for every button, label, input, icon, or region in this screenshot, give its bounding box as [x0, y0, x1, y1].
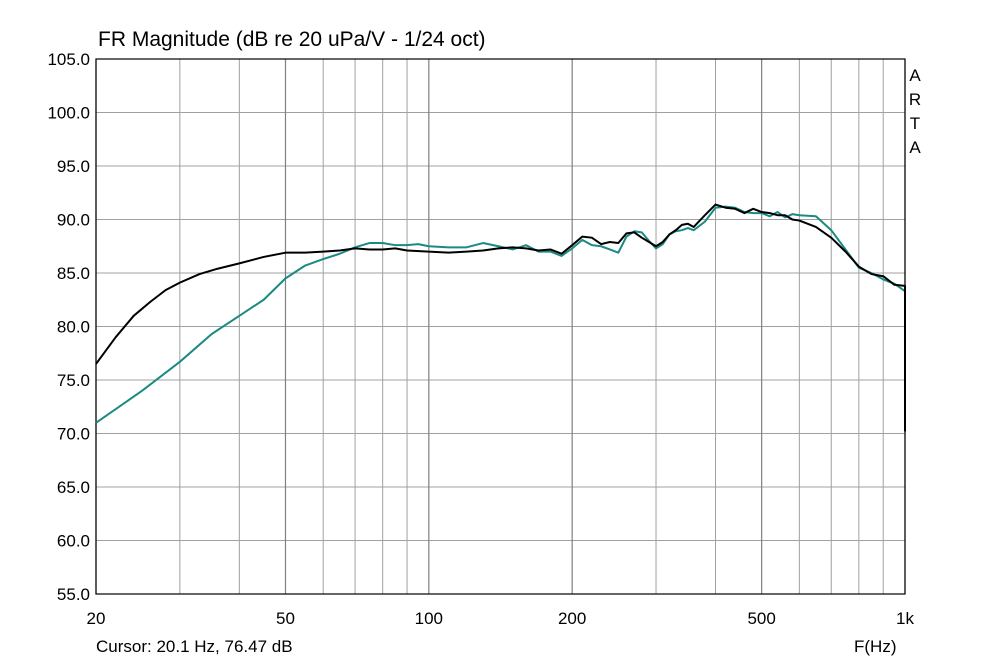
y-tick-label: 90.0 — [57, 211, 90, 230]
x-tick-label: 50 — [276, 609, 295, 628]
x-tick-label: 1k — [896, 609, 914, 628]
y-tick-label: 105.0 — [47, 50, 90, 69]
y-tick-label: 80.0 — [57, 318, 90, 337]
x-tick-label: 200 — [558, 609, 586, 628]
y-tick-label: 100.0 — [47, 104, 90, 123]
brand-letter: A — [909, 66, 921, 85]
x-tick-label: 20 — [87, 609, 106, 628]
series-line-black — [95, 203, 906, 432]
brand-watermark: A R T A — [908, 64, 922, 160]
brand-letter: A — [909, 138, 921, 157]
series-line-teal — [95, 205, 906, 432]
y-tick-label: 70.0 — [57, 425, 90, 444]
brand-letter: T — [909, 114, 921, 133]
x-tick-label: 100 — [415, 609, 443, 628]
cursor-readout: Cursor: 20.1 Hz, 76.47 dB — [96, 637, 293, 656]
x-tick-label: 500 — [747, 609, 775, 628]
y-tick-label: 85.0 — [57, 264, 90, 283]
chart-title: FR Magnitude (dB re 20 uPa/V - 1/24 oct) — [98, 28, 486, 51]
y-tick-label: 55.0 — [57, 585, 90, 604]
y-tick-label: 65.0 — [57, 478, 90, 497]
y-tick-label: 60.0 — [57, 532, 90, 551]
y-tick-label: 95.0 — [57, 157, 90, 176]
brand-letter: R — [908, 90, 922, 109]
x-axis-unit-label: F(Hz) — [854, 637, 897, 656]
y-tick-label: 75.0 — [57, 371, 90, 390]
